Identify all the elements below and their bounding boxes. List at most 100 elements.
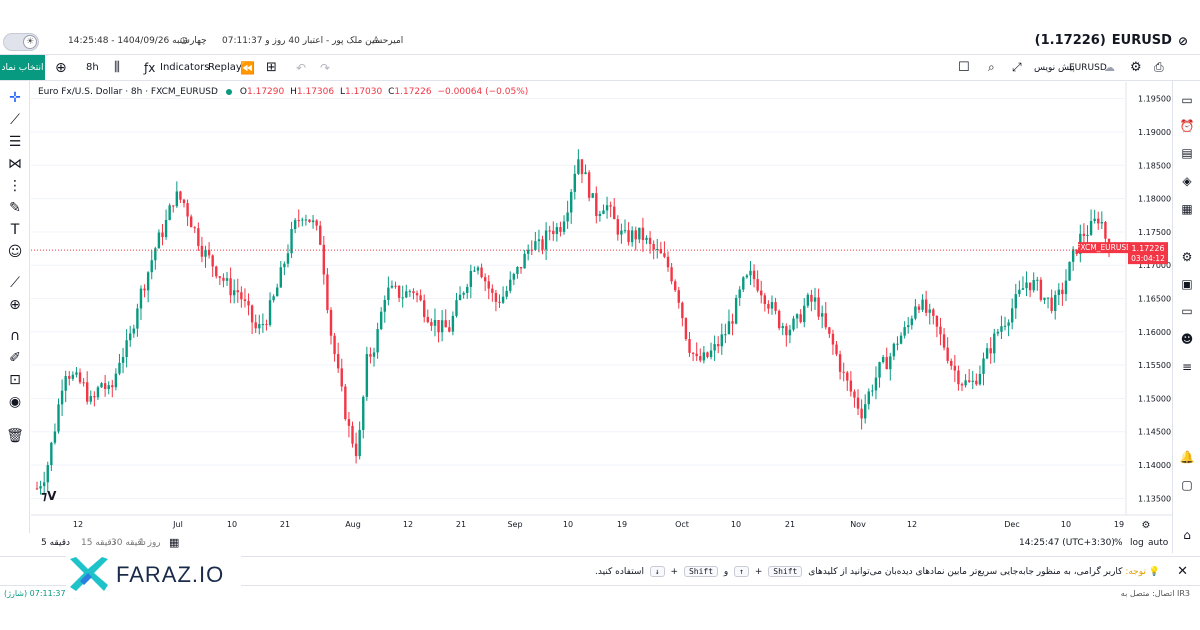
search-zoom-icon[interactable]: ⌕ [988, 60, 995, 74]
notes-icon[interactable]: ▤ [1181, 146, 1193, 160]
zoom-in-icon[interactable]: ⊕ [9, 297, 21, 313]
candle-body [526, 249, 530, 254]
magnet-icon[interactable]: ∩ [9, 328, 21, 344]
candle-body [1064, 280, 1068, 295]
eye-off-icon[interactable]: ⊘ [1177, 33, 1188, 48]
x-tick-label: Sep [507, 520, 522, 529]
trendline-icon[interactable]: ⟋ [10, 112, 20, 128]
candle-body [186, 203, 189, 217]
candle-body [35, 488, 39, 490]
card-icon[interactable]: ▭ [1181, 304, 1193, 318]
pattern-icon[interactable]: ⋈ [8, 156, 22, 172]
y-tick-label: 1.15000 [1138, 394, 1171, 403]
chart-toolbar: انتخاب نماد ⊕ 8h ⫼ ƒx Indicators Replay … [0, 55, 1200, 81]
pencil-lock-icon[interactable]: ✐ [9, 350, 21, 366]
candle-body [369, 354, 372, 357]
settings-icon[interactable]: ⚙ [1181, 250, 1193, 264]
status-connection: اتصال: متصل به IR3 [1120, 589, 1190, 598]
header-datetime: چهارشنبه 1404/09/26 - 14:25:48 [68, 36, 207, 46]
crosshair-icon[interactable]: ✛ [9, 90, 21, 106]
candle-body [724, 334, 727, 336]
candle-body [534, 241, 537, 250]
trash-icon[interactable]: 🗑 [6, 428, 24, 444]
log-toggle[interactable]: log [1130, 538, 1144, 548]
chart-box-icon[interactable]: ▣ [1181, 277, 1193, 291]
person-icon[interactable]: ☻ [1180, 332, 1194, 346]
candle-body [494, 292, 498, 302]
ruler-icon[interactable]: ⟋ [10, 275, 20, 291]
horizontal-lines-icon[interactable]: ☰ [8, 134, 22, 150]
percent-toggle[interactable]: % [1114, 538, 1123, 548]
range-5m[interactable]: 5 دقیقه [41, 538, 70, 548]
fullscreen-box-icon[interactable]: ☐ [958, 60, 970, 75]
candle-body [892, 343, 896, 357]
indicators-button[interactable]: Indicators [160, 62, 210, 73]
eye-icon[interactable]: ◉ [8, 394, 22, 410]
redo-icon[interactable]: ↷ [320, 60, 331, 75]
emoji-icon[interactable]: ☺ [7, 244, 23, 260]
candle-body [480, 267, 483, 278]
interval-button[interactable]: 8h [86, 62, 99, 73]
candle-body [1093, 218, 1096, 221]
home-icon[interactable]: ⌂ [1183, 528, 1191, 542]
candle-type-icon[interactable]: ⫼ [114, 60, 120, 75]
candle-body [146, 272, 150, 291]
brush-icon[interactable]: ✎ [9, 200, 21, 216]
bell-icon[interactable]: 🔔 [1179, 450, 1195, 464]
range-1d[interactable]: 1 روز [139, 538, 161, 548]
toolbar-symbol[interactable]: EURUSD [1069, 62, 1107, 73]
candle-body [1057, 289, 1061, 296]
candle-body [770, 302, 774, 309]
candle-body [731, 321, 734, 324]
candle-body [1007, 322, 1010, 326]
candle-body [745, 275, 749, 278]
candle-body [247, 300, 250, 306]
candle-body [537, 239, 541, 242]
chat-icon[interactable]: ▢ [1181, 478, 1193, 492]
pick-symbol-button[interactable]: انتخاب نماد [0, 55, 45, 80]
replay-button[interactable]: Replay [208, 62, 242, 73]
candle-body [68, 376, 71, 379]
rewind-icon[interactable]: ⏪ [240, 60, 255, 75]
lock-icon[interactable]: ⊡ [9, 372, 21, 388]
calendar-icon[interactable]: ▦ [169, 536, 180, 549]
add-symbol-icon[interactable]: ⊕ [55, 59, 67, 76]
candle-body [688, 339, 691, 353]
x-tick-label: Jul [172, 520, 183, 529]
gear-icon[interactable]: ⚙ [1130, 60, 1142, 75]
candle-body [720, 334, 723, 347]
theme-toggle[interactable]: ☀ [3, 33, 39, 51]
alarm-icon[interactable]: ⏰ [1179, 119, 1195, 133]
candle-body [333, 335, 336, 355]
candle-body [254, 322, 257, 329]
candlestick-chart[interactable]: 1.19500 1.19000 1.18500 1.18000 1.17500 1.170… [31, 82, 1172, 533]
auto-toggle[interactable]: auto [1148, 538, 1169, 548]
calculator-icon[interactable]: ▦ [1181, 202, 1193, 216]
candle-body [788, 329, 792, 336]
candle-body [75, 372, 78, 375]
monitor-icon[interactable]: ▭ [1181, 93, 1193, 107]
layers-icon[interactable]: ◈ [1182, 174, 1192, 188]
text-icon[interactable]: T [10, 222, 20, 238]
candle-body [509, 279, 512, 291]
candle-body [917, 306, 921, 310]
candle-body [358, 429, 361, 457]
camera-icon[interactable]: ⎙ [1154, 60, 1164, 74]
candle-body [835, 344, 838, 355]
candle-body [85, 382, 89, 402]
range-30m[interactable]: 30 دقیقه [111, 538, 146, 548]
candle-body [290, 229, 293, 254]
y-tick-label: 1.14000 [1138, 461, 1171, 470]
candle-body [820, 313, 824, 317]
expand-icon[interactable]: ⤢ [1012, 60, 1022, 74]
candle-body [121, 357, 125, 363]
fib-icon[interactable]: ⋮ [8, 178, 22, 194]
candle-body [799, 314, 802, 323]
range-15m[interactable]: 15 دقیقه [81, 538, 116, 548]
close-icon[interactable]: ✕ [1177, 564, 1188, 579]
layout-grid-icon[interactable]: ⊞ [266, 60, 277, 75]
list-icon[interactable]: ≡ [1181, 360, 1193, 374]
undo-icon[interactable]: ↶ [296, 60, 307, 75]
candle-body [297, 220, 300, 222]
pre-market-label[interactable]: پیش نویس [1034, 62, 1075, 73]
